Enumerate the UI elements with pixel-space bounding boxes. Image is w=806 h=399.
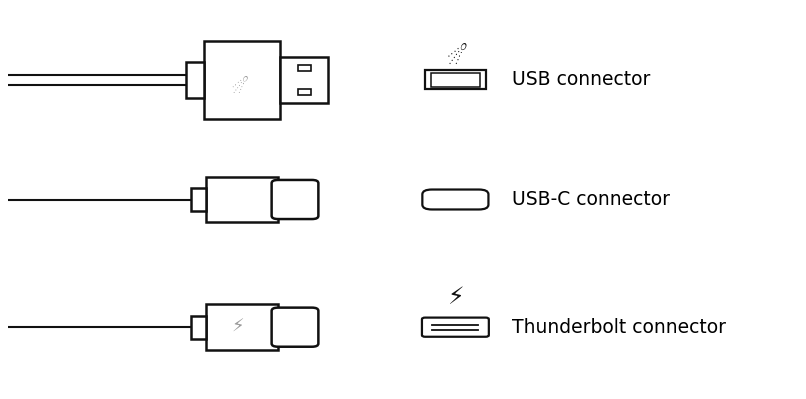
Bar bbox=[280, 57, 329, 103]
Bar bbox=[206, 176, 278, 223]
FancyBboxPatch shape bbox=[272, 308, 318, 347]
Text: USB connector: USB connector bbox=[512, 70, 650, 89]
FancyBboxPatch shape bbox=[422, 318, 488, 337]
Text: ⚡: ⚡ bbox=[447, 285, 463, 309]
Bar bbox=[298, 65, 311, 71]
Text: ⚡: ⚡ bbox=[232, 318, 244, 336]
Bar bbox=[206, 304, 278, 350]
Text: USB-C connector: USB-C connector bbox=[512, 190, 670, 209]
FancyBboxPatch shape bbox=[272, 180, 318, 219]
FancyBboxPatch shape bbox=[422, 190, 488, 209]
Text: ☄: ☄ bbox=[445, 36, 466, 60]
Bar bbox=[185, 62, 203, 98]
Bar bbox=[191, 316, 206, 339]
Bar bbox=[191, 188, 206, 211]
Bar bbox=[426, 70, 485, 89]
Bar bbox=[203, 41, 280, 119]
Bar bbox=[298, 89, 311, 95]
Text: ☄: ☄ bbox=[229, 70, 247, 89]
Text: Thunderbolt connector: Thunderbolt connector bbox=[512, 318, 726, 337]
Bar bbox=[430, 73, 480, 87]
